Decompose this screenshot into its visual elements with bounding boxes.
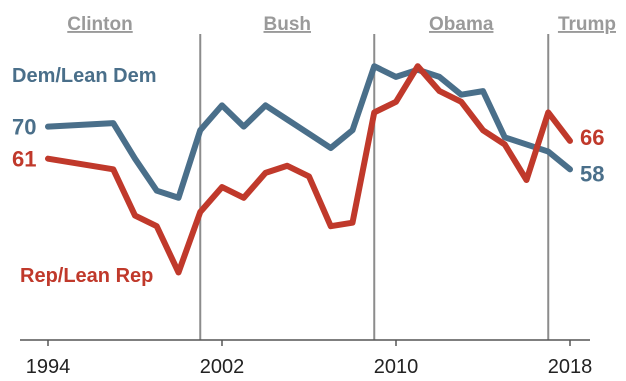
series-line-dem-lean-dem (45, 63, 573, 201)
x-tick-label-2010: 2010 (374, 356, 419, 378)
series-name-rep-lean-rep: Rep/Lean Rep (20, 265, 153, 287)
x-axis-ticks: 1994 2002 2010 2018 (26, 340, 593, 378)
start-value-dem-lean-dem: 70 (12, 115, 36, 140)
era-label-trump: Trump (558, 14, 616, 35)
end-value-rep-lean-rep: 66 (580, 125, 604, 150)
x-tick-label-1994: 1994 (26, 356, 71, 378)
era-label-bush: Bush (264, 14, 312, 35)
x-tick-label-2002: 2002 (200, 356, 245, 378)
era-label-obama: Obama (429, 14, 494, 35)
series-line-rep-lean-rep (45, 63, 573, 276)
series-labels: Dem/Lean Dem Rep/Lean Rep 70 58 61 66 (12, 65, 604, 287)
era-labels: Clinton Bush Obama Trump (67, 14, 616, 35)
end-value-dem-lean-dem: 58 (580, 161, 604, 186)
series-name-dem-lean-dem: Dem/Lean Dem (12, 65, 157, 87)
x-tick-label-2018: 2018 (548, 356, 593, 378)
start-value-rep-lean-rep: 61 (12, 147, 36, 172)
series-lines (45, 63, 573, 276)
era-dividers (199, 34, 550, 340)
era-label-clinton: Clinton (67, 14, 132, 35)
